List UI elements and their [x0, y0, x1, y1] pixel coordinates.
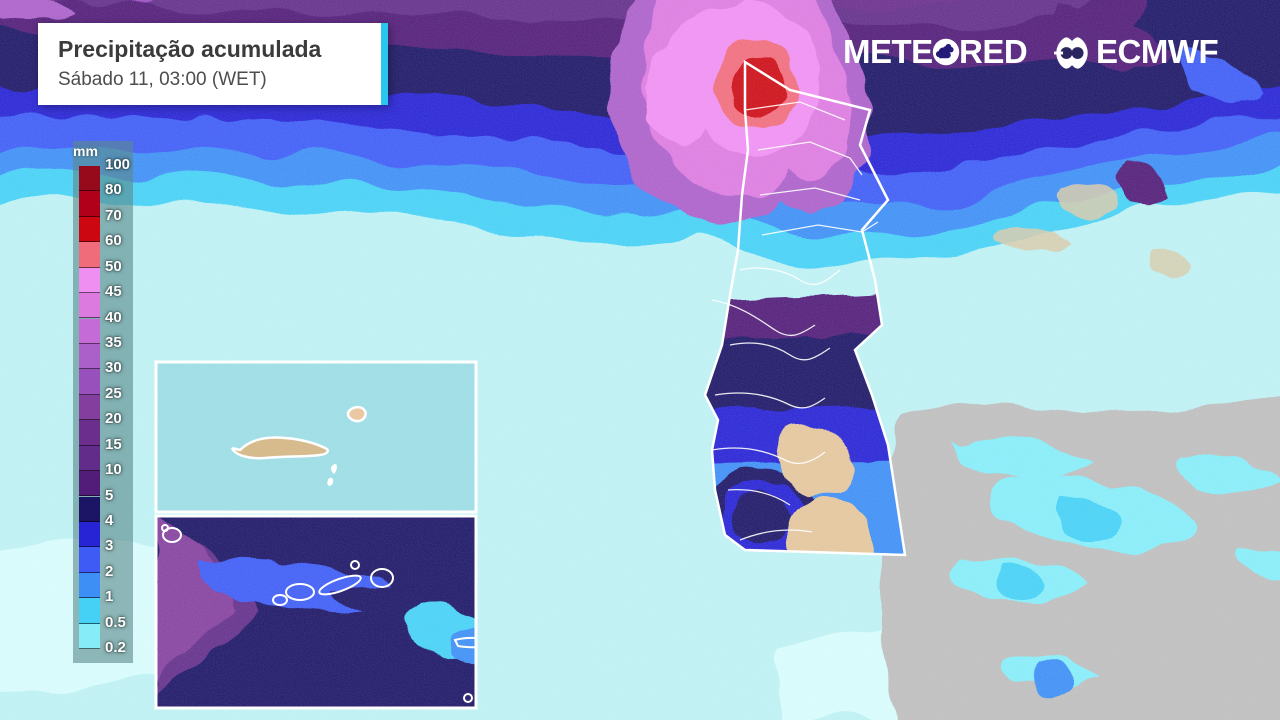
svg-text:RED: RED	[959, 33, 1027, 70]
svg-text:ECMWF: ECMWF	[1096, 33, 1218, 70]
svg-text:METE: METE	[843, 33, 933, 70]
